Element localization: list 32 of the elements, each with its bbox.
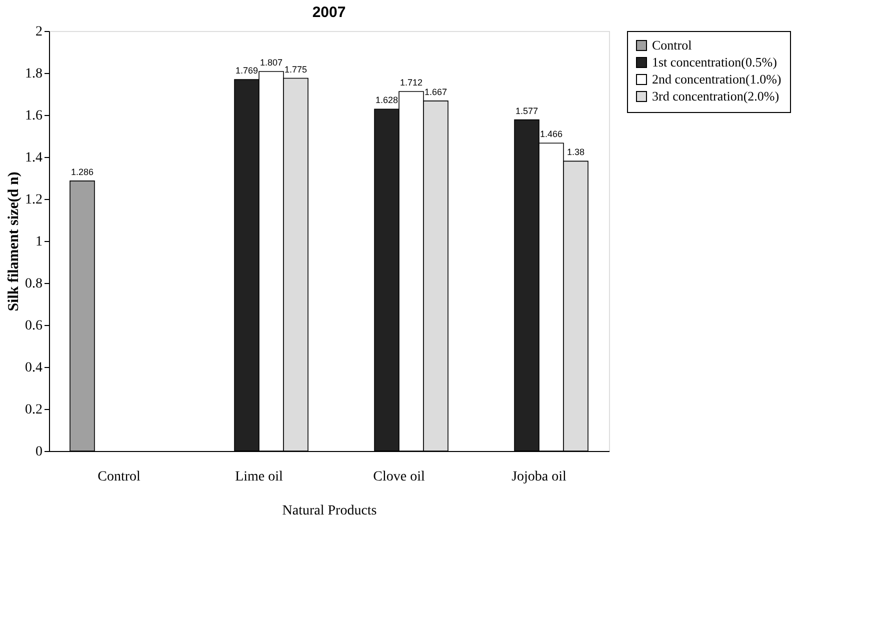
y-tick-label: 0: [36, 444, 42, 460]
data-label: 1.577: [515, 106, 538, 116]
data-label: 1.712: [400, 77, 423, 88]
y-tick-label: 0.8: [25, 276, 42, 292]
y-tick-label: 1.8: [25, 66, 42, 82]
legend-label: 2nd concentration(1.0%): [652, 72, 782, 86]
y-tick-label: 2: [36, 24, 42, 40]
data-label: 1.286: [70, 166, 94, 177]
chart-title: 2007: [312, 4, 346, 21]
data-label: 1.628: [375, 95, 398, 106]
data-label: 1.807: [260, 58, 283, 68]
data-label: 1.775: [284, 64, 308, 74]
y-tick-label: 1.2: [25, 192, 42, 208]
y-tick-label: 0.6: [25, 318, 42, 334]
legend-label: Control: [652, 38, 692, 52]
x-tick-label: Control: [98, 470, 140, 484]
data-label: 1.769: [235, 66, 258, 76]
legend-label: 3rd concentration(2.0%): [652, 88, 780, 104]
y-tick-label: 0.4: [25, 360, 42, 376]
data-label: 1.466: [540, 129, 563, 140]
legend-label: 1st concentration(0.5%): [652, 54, 777, 70]
x-tick-label: Lime oil: [235, 470, 284, 484]
y-tick-label: 1.6: [25, 108, 42, 124]
x-tick-label: Clove oil: [373, 470, 425, 484]
x-axis-title: Natural Products: [282, 504, 377, 518]
x-tick-label: Jojoba oil: [512, 470, 567, 484]
y-tick-label: 1.4: [25, 150, 42, 166]
y-tick-label: 0.2: [25, 402, 42, 418]
y-tick-label: 1: [36, 234, 42, 250]
data-label: 1.667: [424, 86, 448, 97]
y-axis-title: Silk filament size(d n): [6, 172, 22, 312]
data-label: 1.38: [566, 147, 585, 158]
